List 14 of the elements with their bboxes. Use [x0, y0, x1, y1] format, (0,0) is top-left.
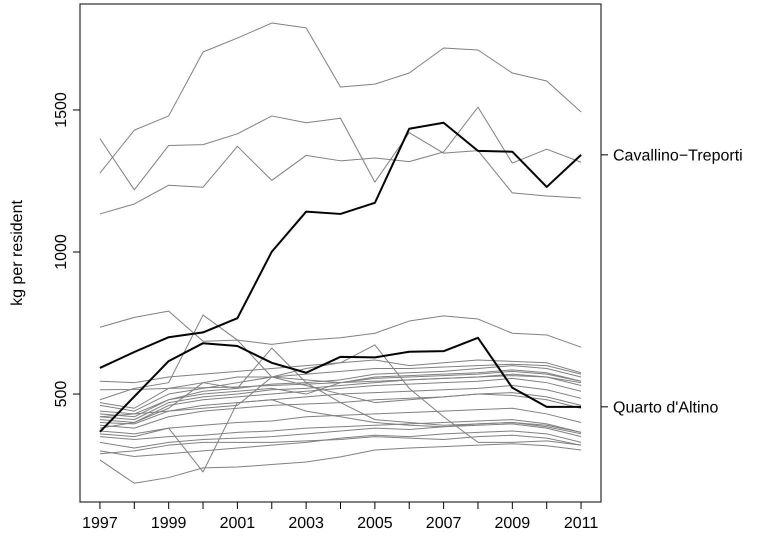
y-tick-label: 1500 — [53, 92, 70, 128]
x-tick-label: 2007 — [426, 515, 462, 532]
y-axis-title: kg per resident — [9, 200, 26, 306]
x-tick-label: 2009 — [494, 515, 530, 532]
x-tick-label: 2003 — [288, 515, 324, 532]
legend-label: Quarto d'Altino — [613, 399, 718, 416]
x-tick-label: 2011 — [564, 515, 598, 532]
y-tick-label: 1000 — [53, 234, 70, 270]
x-tick-label: 2005 — [357, 515, 393, 532]
x-tick-label: 1997 — [82, 515, 118, 532]
x-tick-label: 1999 — [150, 515, 187, 532]
x-tick-label: 2001 — [220, 515, 256, 532]
legend-label: Cavallino−Treporti — [613, 147, 743, 164]
y-tick-label: 500 — [53, 380, 70, 408]
